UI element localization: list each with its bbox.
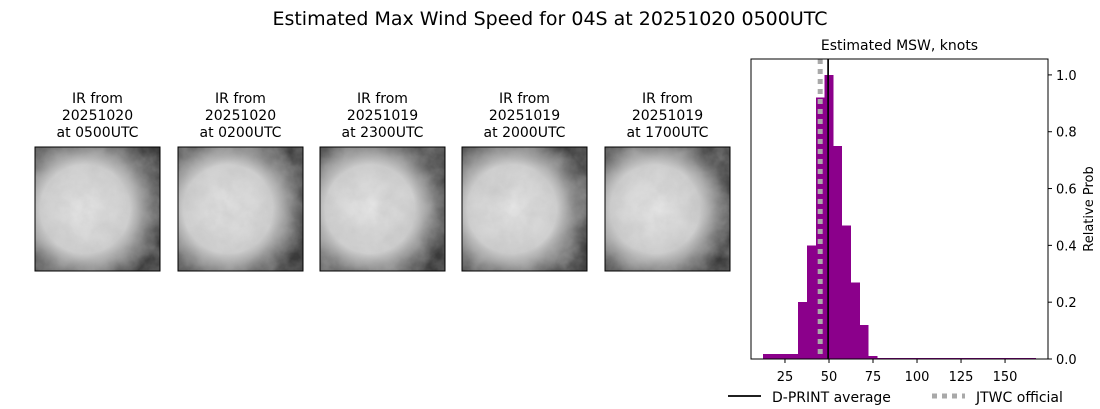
image-caption: 20251019	[632, 108, 703, 124]
y-tick-label: 0.8	[1056, 126, 1077, 141]
image-caption: 20251019	[347, 108, 418, 124]
x-tick-label: 150	[993, 370, 1018, 385]
ir-texture	[462, 147, 587, 271]
image-caption: IR from	[215, 91, 266, 107]
bar	[833, 145, 843, 359]
bar	[798, 302, 807, 359]
bar	[868, 356, 878, 359]
x-tick-label: 75	[865, 370, 882, 385]
image-frame	[461, 146, 588, 272]
bar	[780, 354, 790, 359]
y-tick-label: 0.4	[1056, 239, 1077, 254]
image-caption: at 2300UTC	[342, 125, 424, 141]
image-caption: at 1700UTC	[627, 125, 709, 141]
image-caption: 20251019	[489, 108, 560, 124]
bar	[789, 354, 799, 359]
image-caption: IR from	[499, 91, 550, 107]
y-tick-label: 0.6	[1056, 183, 1077, 198]
image-frame	[319, 146, 446, 272]
bar	[859, 324, 869, 359]
image-caption: IR from	[642, 91, 693, 107]
x-tick-label: 100	[905, 370, 930, 385]
image-caption: 20251020	[205, 108, 276, 124]
y-axis-label: Relative Prob	[1082, 166, 1097, 251]
bar	[842, 225, 851, 359]
image-caption: IR from	[357, 91, 408, 107]
image-caption: at 0500UTC	[57, 125, 139, 141]
bar	[762, 354, 772, 359]
bar	[815, 97, 825, 360]
image-frame	[604, 146, 731, 272]
ir-texture	[178, 147, 303, 271]
plot-frame	[750, 58, 1049, 360]
image-caption: at 2000UTC	[484, 125, 566, 141]
image-caption: 20251020	[62, 108, 133, 124]
figure-title: Estimated Max Wind Speed for 04S at 2025…	[272, 8, 827, 30]
image-caption: IR from	[72, 91, 123, 107]
ir-texture	[605, 147, 730, 271]
ir-texture	[35, 147, 160, 271]
y-tick-label: 0.0	[1056, 353, 1077, 368]
y-tick-label: 0.2	[1056, 296, 1077, 311]
legend-label: D-PRINT average	[772, 390, 891, 406]
ir-texture	[320, 147, 445, 271]
image-frame	[34, 146, 161, 272]
image-frame	[177, 146, 304, 272]
bar	[771, 354, 781, 359]
legend-label: JTWC official	[975, 390, 1063, 406]
chart-title: Estimated MSW, knots	[821, 38, 978, 54]
bar	[850, 282, 860, 359]
bar	[806, 245, 816, 359]
bar	[824, 74, 834, 359]
y-tick-label: 1.0	[1056, 69, 1077, 84]
x-tick-label: 25	[777, 370, 794, 385]
x-tick-label: 125	[949, 370, 974, 385]
image-caption: at 0200UTC	[200, 125, 282, 141]
x-tick-label: 50	[821, 370, 838, 385]
